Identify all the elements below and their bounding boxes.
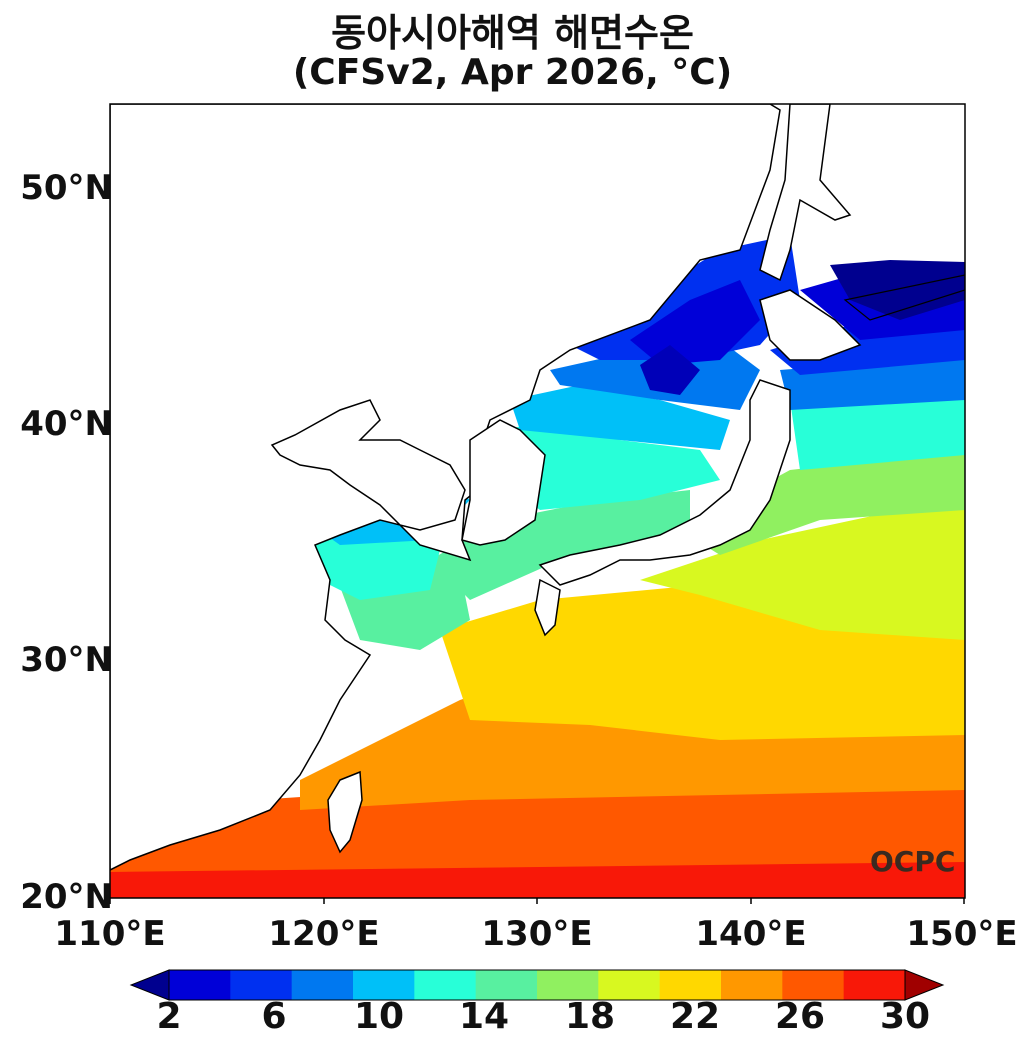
colorbar-segment bbox=[659, 970, 722, 1000]
y-tick-20n: 20°N bbox=[20, 877, 113, 917]
x-tick-150e: 150°E bbox=[906, 914, 1018, 954]
colorbar-tick-22: 22 bbox=[669, 996, 721, 1037]
sst-band-12 bbox=[510, 385, 730, 450]
colorbar-segment bbox=[169, 970, 231, 1000]
kyushu bbox=[534, 578, 561, 637]
colorbar-segment bbox=[414, 970, 477, 1000]
colorbar-tick-2: 2 bbox=[156, 996, 182, 1037]
colorbar-segment bbox=[598, 970, 661, 1000]
x-tick-130e: 130°E bbox=[481, 914, 593, 954]
hokkaido bbox=[759, 289, 862, 361]
colorbar-segment bbox=[782, 970, 845, 1000]
sst-band-14 bbox=[500, 420, 720, 510]
colorbar-tick-6: 6 bbox=[261, 996, 287, 1037]
sst-band-6 bbox=[630, 280, 760, 365]
x-tick-140e: 140°E bbox=[695, 914, 807, 954]
taiwan bbox=[327, 770, 363, 854]
colorbar-tick-26: 26 bbox=[774, 996, 826, 1037]
colorbar-segment bbox=[843, 970, 906, 1000]
colorbar-tick-18: 18 bbox=[564, 996, 616, 1037]
sst-band-20 bbox=[640, 500, 965, 640]
tick-marks bbox=[104, 187, 965, 904]
map-subtitle: (CFSv2, Apr 2026, °C) bbox=[292, 52, 733, 93]
y-tick-30n: 30°N bbox=[20, 640, 113, 680]
x-tick-120e: 120°E bbox=[268, 914, 380, 954]
sst-field bbox=[110, 104, 965, 898]
kuril-islands bbox=[843, 274, 965, 321]
colorbar-tick-30: 30 bbox=[879, 996, 931, 1037]
sakhalin bbox=[759, 104, 852, 282]
ocpc-logo: OCPC bbox=[870, 845, 956, 878]
y-tick-40n: 40°N bbox=[20, 404, 113, 444]
x-tick-110e: 110°E bbox=[54, 914, 166, 954]
sst-band-24 bbox=[300, 680, 965, 810]
korean-peninsula bbox=[461, 419, 546, 546]
colorbar-segment bbox=[291, 970, 354, 1000]
colorbar-segment bbox=[230, 970, 293, 1000]
colorbar bbox=[129, 969, 945, 1001]
colorbar-tick-10: 10 bbox=[353, 996, 405, 1037]
colorbar-segment bbox=[353, 970, 415, 1000]
colorbar-segment bbox=[475, 970, 538, 1000]
map-title: 동아시아해역 해면수온 bbox=[331, 11, 694, 55]
colorbar-frame bbox=[168, 969, 906, 1001]
asia-mainland bbox=[110, 104, 781, 871]
honshu bbox=[538, 379, 791, 586]
y-tick-50n: 50°N bbox=[20, 168, 113, 208]
sst-band-4 bbox=[830, 260, 965, 320]
colorbar-tick-14: 14 bbox=[458, 996, 510, 1037]
colorbar-segment bbox=[537, 970, 599, 1000]
colorbar-segment bbox=[721, 970, 783, 1000]
sst-band-16 bbox=[430, 490, 690, 600]
